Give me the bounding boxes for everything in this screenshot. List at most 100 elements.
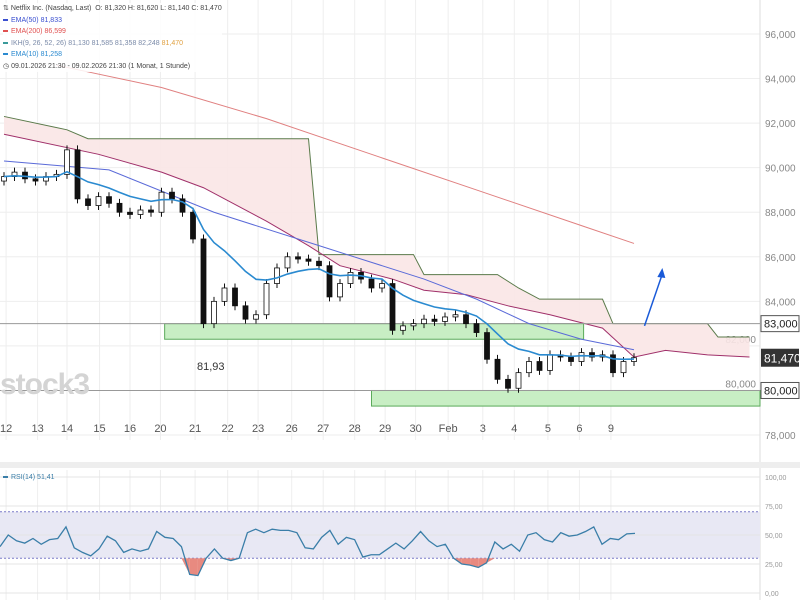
y-tick-label: 86,000: [765, 253, 796, 264]
candle: [158, 191, 165, 213]
candle: [442, 316, 448, 322]
range-text: 09.01.2026 21:30 - 09.02.2026 21:30 (1 M…: [11, 62, 191, 70]
x-tick-label: 27: [317, 423, 329, 435]
candle: [610, 354, 616, 374]
ema200-label: EMA(200): [11, 28, 43, 35]
y-tick-label: 84,000: [765, 297, 796, 308]
candle: [326, 265, 333, 298]
y-tick-label: 88,000: [765, 208, 796, 219]
ikh-label: IKH(9, 26, 52, 26): [11, 39, 67, 47]
candle: [190, 211, 196, 240]
candle: [137, 209, 144, 215]
y-tick-label: 96,000: [765, 30, 796, 41]
y-tick-label: 78,000: [765, 431, 796, 442]
ikh-values: 81,130 81,585 81,358 82,248: [68, 39, 160, 47]
candle: [1, 176, 7, 182]
candle: [400, 325, 406, 331]
ema50-line: [3, 160, 635, 351]
rsi-oversold-fill: [461, 558, 471, 566]
candle: [421, 318, 427, 325]
candle: [11, 171, 18, 177]
ema50-label: EMA(50): [11, 16, 39, 24]
price-label-box: [760, 381, 800, 399]
candle: [505, 378, 511, 389]
candle: [211, 300, 217, 325]
candle: [64, 149, 70, 175]
candle: [85, 198, 91, 206]
y-tick-label: 92,000: [765, 119, 796, 130]
y-tick-label: 80,000: [725, 379, 756, 390]
legend-ema200[interactable]: EMA(200) 86,599: [3, 26, 222, 38]
x-tick-label: 4: [511, 423, 517, 435]
candle: [484, 332, 490, 360]
candle: [452, 314, 459, 318]
candle: [389, 283, 396, 331]
watermark: stock3: [0, 368, 90, 401]
candle: [127, 211, 133, 215]
candle: [410, 323, 417, 327]
candle: [347, 271, 354, 284]
candle: [431, 318, 438, 322]
legend-ema50[interactable]: EMA(50) 81,833: [3, 15, 222, 27]
rsi-oversold-fill: [189, 558, 198, 576]
candle: [316, 260, 322, 267]
x-tick-label: 22: [222, 423, 234, 435]
candle: [568, 356, 574, 362]
support-zone: [164, 323, 585, 340]
ikh-last: 81,470: [161, 39, 184, 47]
chart-legend: ⇅ Netflix Inc. (Nasdaq, Last) O: 81,320 …: [3, 3, 222, 72]
candle: [221, 287, 228, 302]
x-tick-label: 3: [480, 423, 486, 435]
candle: [242, 305, 249, 320]
rsi-tick-label: 100,00: [765, 475, 787, 482]
candle: [95, 196, 102, 206]
legend-ikh[interactable]: IKH(9, 26, 52, 26) 81,130 81,585 81,358 …: [3, 38, 222, 50]
legend-range[interactable]: ◷ 09.01.2026 21:30 - 09.02.2026 21:30 (1…: [3, 61, 222, 73]
support-zone: [371, 389, 761, 407]
candle: [253, 314, 259, 320]
legend-title-row: ⇅ Netflix Inc. (Nasdaq, Last) O: 81,320 …: [3, 3, 222, 15]
x-tick-label: 16: [124, 423, 136, 435]
candle: [148, 209, 154, 213]
x-tick-label: 30: [409, 423, 421, 435]
last-price-box: [761, 348, 799, 367]
x-tick-label: 5: [545, 423, 551, 435]
x-tick-label: 21: [189, 423, 201, 435]
candle: [620, 361, 627, 374]
candle: [169, 191, 175, 200]
legend-ema10[interactable]: EMA(10) 81,258: [3, 49, 222, 61]
rsi-tick-label: 25,00: [765, 562, 783, 569]
rsi-legend[interactable]: RSI(14) 51,41: [3, 474, 55, 481]
candle: [305, 258, 312, 262]
candle: [494, 358, 501, 380]
candle: [200, 238, 207, 325]
candle: [368, 278, 375, 289]
candle: [515, 372, 522, 389]
x-tick-label: 28: [349, 423, 361, 435]
candle: [116, 202, 123, 213]
rsi-oversold-fill: [478, 558, 487, 568]
rsi-line: [0, 525, 636, 577]
rsi-tick-label: 75,00: [765, 504, 783, 511]
candle: [337, 283, 343, 298]
last-price-label: 81,470: [764, 352, 800, 366]
x-tick-label: 14: [61, 423, 73, 435]
x-tick-label: Feb: [439, 423, 458, 435]
rsi-tick-label: 50,00: [765, 533, 783, 540]
candle: [473, 323, 480, 333]
candle: [463, 314, 469, 325]
candle: [232, 287, 238, 307]
ema10-label: EMA(10): [11, 51, 39, 58]
x-tick-label: 12: [0, 423, 12, 435]
ema50-swatch-icon: [3, 18, 8, 21]
candle: [295, 256, 301, 260]
instrument-name[interactable]: Netflix Inc. (Nasdaq, Last): [10, 5, 92, 12]
x-tick-label: 15: [93, 423, 105, 435]
rsi-oversold-fill: [181, 558, 190, 575]
price-label-box: [760, 315, 800, 333]
x-tick-label: 6: [576, 423, 582, 435]
candle: [589, 352, 595, 358]
y-tick-label: 90,000: [765, 164, 796, 175]
